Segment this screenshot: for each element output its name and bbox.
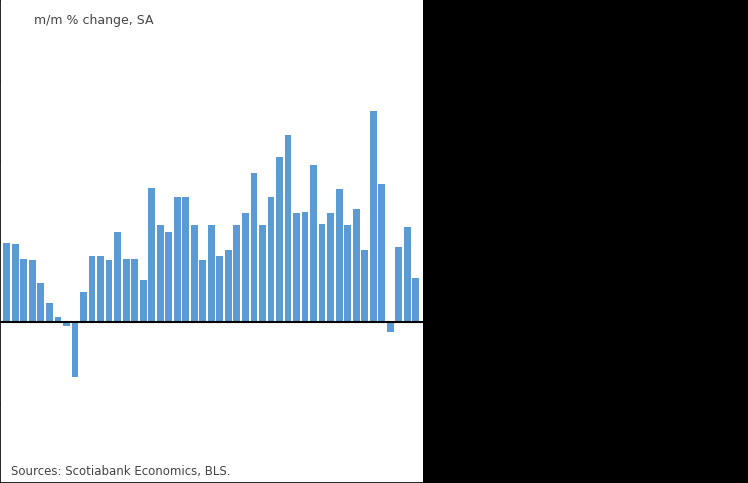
Bar <box>396 247 402 322</box>
Bar <box>242 213 249 322</box>
Bar <box>251 173 257 322</box>
Bar <box>344 226 351 322</box>
Bar <box>293 213 300 322</box>
Text: m/m % change, SA: m/m % change, SA <box>34 14 153 28</box>
Bar <box>191 226 197 322</box>
Bar <box>225 250 232 322</box>
Bar <box>97 256 104 322</box>
Bar <box>114 232 121 322</box>
Bar <box>233 226 240 322</box>
Bar <box>353 209 360 322</box>
Bar <box>148 187 155 322</box>
Bar <box>259 226 266 322</box>
Bar <box>378 184 385 322</box>
Bar <box>12 244 19 322</box>
Bar <box>370 111 376 322</box>
Bar <box>412 278 419 322</box>
Bar <box>4 243 10 322</box>
Bar <box>276 157 283 322</box>
Bar <box>208 226 215 322</box>
Bar <box>20 259 27 322</box>
Bar <box>80 292 87 322</box>
Bar <box>165 232 172 322</box>
Bar <box>327 213 334 322</box>
Bar <box>72 322 79 377</box>
Bar <box>319 224 325 322</box>
Bar <box>268 197 275 322</box>
Bar <box>157 226 164 322</box>
Bar <box>301 212 308 322</box>
Bar <box>284 135 292 322</box>
Bar <box>131 259 138 322</box>
Bar <box>361 250 368 322</box>
Bar <box>105 260 112 322</box>
Bar <box>29 260 36 322</box>
Bar <box>200 260 206 322</box>
Bar <box>37 284 44 322</box>
Bar <box>216 256 223 322</box>
Bar <box>404 227 411 322</box>
Bar <box>336 189 343 322</box>
Bar <box>55 317 61 322</box>
Bar <box>140 280 147 322</box>
Bar <box>88 256 96 322</box>
Bar <box>63 322 70 326</box>
Bar <box>310 165 317 322</box>
Text: Sources: Scotiabank Economics, BLS.: Sources: Scotiabank Economics, BLS. <box>11 465 230 478</box>
Bar <box>174 197 180 322</box>
Bar <box>387 322 393 332</box>
Bar <box>46 303 53 322</box>
Bar <box>183 197 189 322</box>
Bar <box>123 259 129 322</box>
